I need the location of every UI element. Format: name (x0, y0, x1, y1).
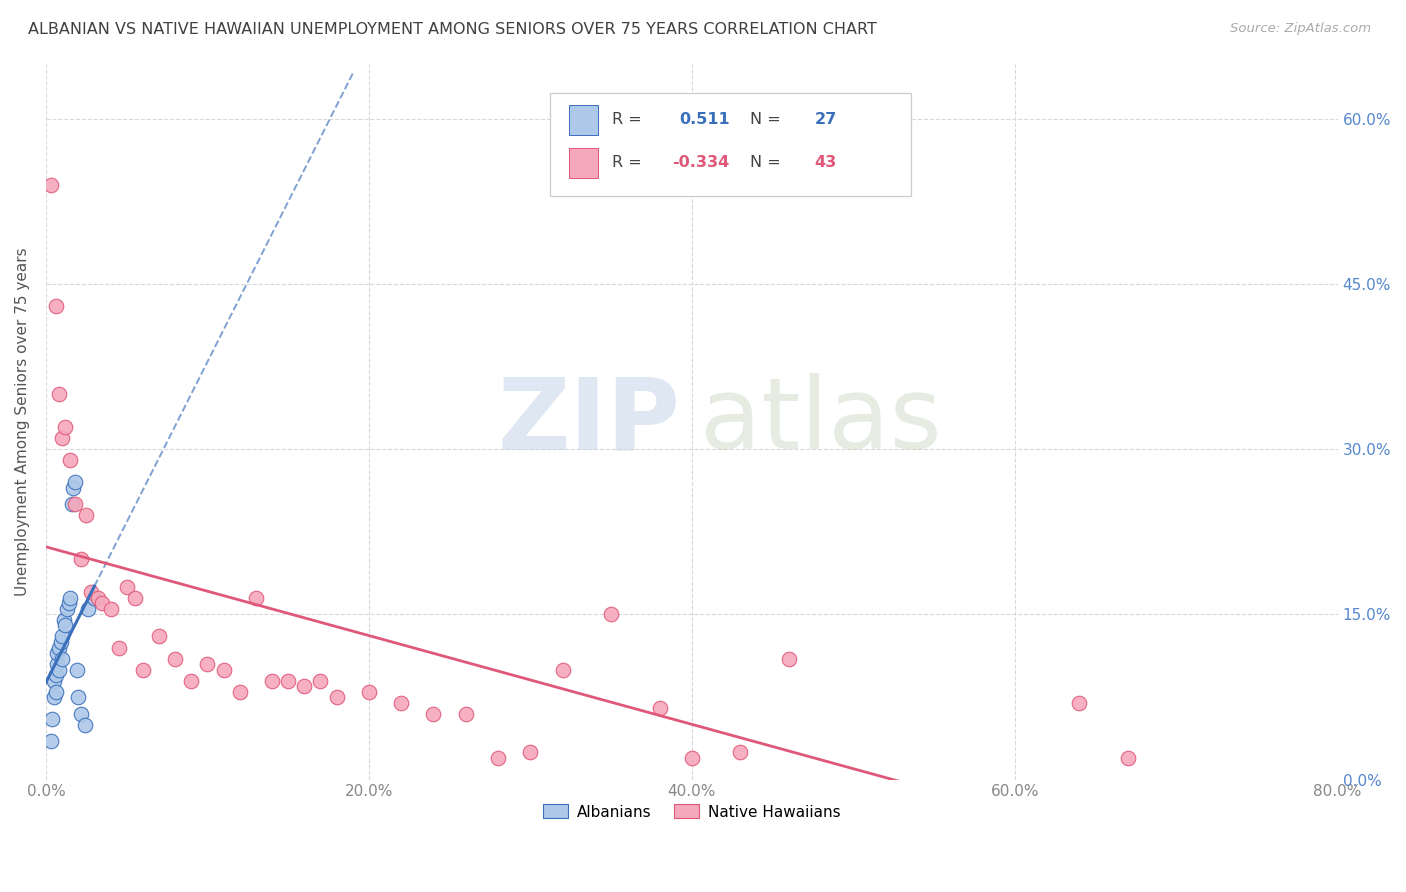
Point (1116, 750, 1139, 764)
Point (124, 591, 146, 605)
Point (53, 618, 76, 632)
Point (389, 696, 412, 710)
Text: ALBANIAN VS NATIVE HAWAIIAN UNEMPLOYMENT AMONG SENIORS OVER 75 YEARS CORRELATION: ALBANIAN VS NATIVE HAWAIIAN UNEMPLOYMENT… (28, 22, 877, 37)
FancyBboxPatch shape (569, 105, 598, 135)
Point (107, 640, 129, 655)
Point (52, 613, 75, 627)
Point (519, 745, 541, 759)
Point (228, 684, 250, 698)
Point (51, 651, 73, 665)
Point (75, 508, 97, 523)
Point (39, 734, 62, 748)
Text: atlas: atlas (700, 374, 942, 470)
FancyBboxPatch shape (569, 148, 598, 178)
Point (454, 706, 477, 721)
Point (45, 684, 67, 698)
Point (115, 580, 138, 594)
Point (48, 387, 70, 401)
Point (66, 663, 89, 677)
Point (80, 585, 103, 599)
Point (486, 750, 509, 764)
Point (132, 663, 155, 677)
Point (70, 552, 93, 566)
Point (77, 602, 100, 616)
Point (46, 657, 69, 671)
Point (59, 453, 82, 467)
Point (309, 673, 332, 688)
Point (45, 299, 67, 313)
Text: Source: ZipAtlas.com: Source: ZipAtlas.com (1230, 22, 1371, 36)
Point (260, 673, 283, 688)
Point (778, 651, 800, 665)
Text: 0.511: 0.511 (679, 112, 730, 128)
Point (67, 690, 90, 704)
Point (48, 663, 70, 677)
Legend: Albanians, Native Hawaiians: Albanians, Native Hawaiians (537, 798, 846, 826)
Text: ZIP: ZIP (498, 374, 681, 470)
Point (148, 630, 170, 644)
Point (58, 597, 80, 611)
Text: R =: R = (612, 155, 641, 170)
Point (70, 706, 93, 721)
Point (73, 717, 96, 731)
Point (212, 663, 235, 677)
Point (100, 602, 122, 616)
Y-axis label: Unemployment Among Seniors over 75 years: Unemployment Among Seniors over 75 years (15, 247, 30, 596)
Point (45, 668, 67, 682)
Point (245, 591, 267, 605)
Point (53, 420, 76, 434)
Point (422, 706, 444, 721)
Point (51, 431, 73, 445)
Point (1069, 696, 1091, 710)
Point (277, 673, 299, 688)
Text: 27: 27 (814, 112, 837, 128)
Point (83, 591, 105, 605)
Text: 43: 43 (814, 155, 837, 170)
Point (63, 497, 86, 511)
Point (60, 497, 83, 511)
Point (42, 690, 65, 704)
Point (91, 597, 114, 611)
Point (56, 602, 79, 616)
Point (59, 591, 82, 605)
Text: N =: N = (749, 112, 780, 128)
Point (728, 745, 751, 759)
Text: -0.334: -0.334 (672, 155, 730, 170)
Point (180, 673, 202, 688)
Point (86, 591, 108, 605)
Point (41, 712, 63, 726)
FancyBboxPatch shape (550, 93, 911, 196)
Point (51, 630, 73, 644)
Point (39, 178, 62, 193)
Point (325, 690, 347, 704)
Point (648, 701, 671, 715)
Point (62, 481, 84, 495)
Point (551, 663, 574, 677)
Point (292, 679, 315, 693)
Text: R =: R = (612, 112, 641, 128)
Point (681, 750, 703, 764)
Text: N =: N = (749, 155, 780, 170)
Point (357, 684, 380, 698)
Point (197, 657, 219, 671)
Point (49, 635, 72, 649)
Point (46, 646, 69, 660)
Point (600, 607, 623, 622)
Point (42, 673, 65, 688)
Point (165, 651, 187, 665)
Point (48, 640, 70, 655)
Point (63, 475, 86, 490)
